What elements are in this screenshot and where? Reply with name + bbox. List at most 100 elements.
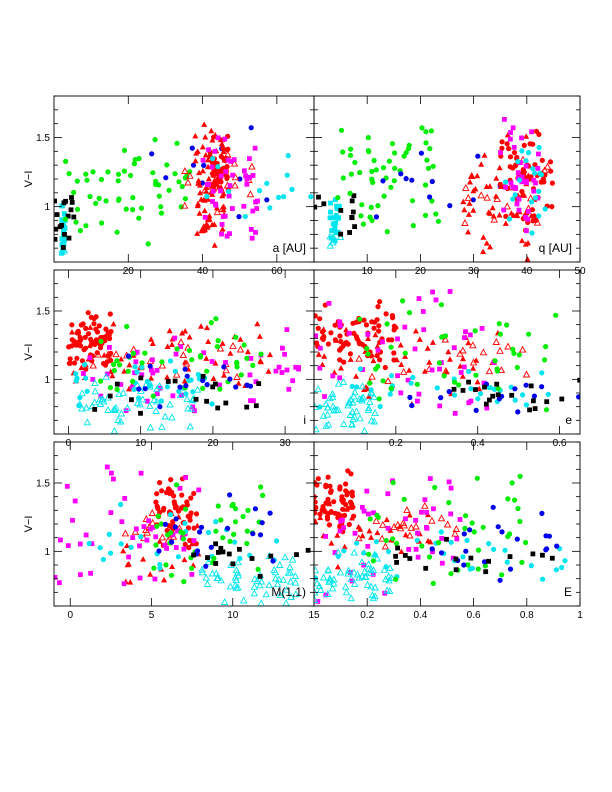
panel-M11-marks bbox=[54, 464, 311, 606]
point-green-filled-circle bbox=[543, 344, 549, 350]
point-green-filled-circle bbox=[172, 171, 178, 177]
point-cyan-open-triangle bbox=[341, 582, 350, 590]
point-red-filled-circle bbox=[503, 213, 509, 219]
point-blue-filled-circle bbox=[136, 386, 142, 392]
point-magenta-filled-square bbox=[513, 186, 519, 191]
point-red-filled-triangle bbox=[237, 336, 244, 342]
point-cyan-filled-circle bbox=[144, 378, 150, 385]
point-magenta-filled-square bbox=[81, 371, 86, 376]
point-red-filled-triangle bbox=[372, 331, 379, 338]
point-cyan-filled-circle bbox=[486, 385, 493, 391]
point-black-filled-square bbox=[69, 200, 75, 205]
point-red-filled-circle bbox=[220, 145, 226, 152]
point-red-open-triangle bbox=[441, 335, 450, 343]
point-magenta-filled-square bbox=[385, 525, 391, 531]
point-green-filled-circle bbox=[124, 323, 130, 330]
point-green-filled-circle bbox=[187, 169, 193, 175]
point-green-filled-circle bbox=[182, 506, 189, 512]
point-black-filled-square bbox=[204, 398, 209, 404]
point-green-filled-circle bbox=[338, 127, 345, 133]
point-magenta-filled-square bbox=[366, 511, 371, 517]
point-cyan-open-triangle bbox=[367, 569, 375, 577]
point-green-filled-circle bbox=[200, 385, 206, 391]
point-green-filled-circle bbox=[438, 302, 444, 308]
point-magenta-filled-square bbox=[510, 184, 516, 190]
point-black-filled-square bbox=[559, 396, 565, 402]
point-green-filled-circle bbox=[365, 135, 371, 141]
point-cyan-open-triangle bbox=[330, 406, 338, 414]
point-red-filled-triangle bbox=[460, 198, 467, 205]
point-cyan-filled-circle bbox=[466, 368, 472, 375]
point-red-filled-triangle bbox=[244, 348, 251, 355]
point-red-open-triangle bbox=[503, 202, 511, 210]
point-blue-filled-circle bbox=[446, 389, 452, 395]
point-red-open-triangle bbox=[497, 366, 506, 374]
point-magenta-filled-square bbox=[433, 297, 439, 303]
point-blue-filled-circle bbox=[490, 504, 496, 510]
point-red-filled-circle bbox=[539, 157, 545, 163]
point-cyan-filled-circle bbox=[206, 529, 212, 536]
point-magenta-filled-square bbox=[141, 524, 147, 529]
point-magenta-filled-square bbox=[181, 546, 187, 552]
point-black-filled-square bbox=[165, 379, 171, 384]
point-red-filled-triangle bbox=[199, 143, 206, 150]
point-red-filled-triangle bbox=[334, 532, 341, 538]
point-green-filled-circle bbox=[158, 210, 165, 216]
point-cyan-filled-circle bbox=[530, 166, 536, 172]
point-green-filled-circle bbox=[441, 373, 447, 379]
point-green-filled-circle bbox=[371, 157, 377, 164]
point-green-filled-circle bbox=[414, 381, 420, 387]
point-red-filled-circle bbox=[383, 311, 389, 317]
point-red-filled-triangle bbox=[460, 355, 466, 362]
point-cyan-open-triangle bbox=[350, 392, 358, 400]
point-cyan-open-triangle bbox=[96, 400, 105, 407]
point-red-filled-circle bbox=[66, 360, 72, 366]
point-magenta-filled-square bbox=[518, 160, 523, 165]
point-magenta-filled-square bbox=[252, 145, 258, 151]
point-red-filled-circle bbox=[324, 514, 331, 520]
point-cyan-filled-circle bbox=[504, 559, 510, 565]
point-red-filled-circle bbox=[159, 488, 165, 494]
point-cyan-open-triangle bbox=[104, 406, 112, 413]
point-red-filled-circle bbox=[359, 341, 365, 347]
point-black-filled-square bbox=[244, 404, 250, 410]
data-marks bbox=[54, 117, 580, 606]
point-green-filled-circle bbox=[472, 328, 478, 334]
point-blue-filled-circle bbox=[407, 394, 413, 400]
point-magenta-filled-square bbox=[395, 336, 400, 342]
point-red-filled-triangle bbox=[519, 237, 525, 244]
point-cyan-filled-square bbox=[59, 236, 65, 242]
point-green-filled-circle bbox=[87, 193, 93, 200]
point-black-filled-square bbox=[451, 386, 457, 392]
point-blue-filled-circle bbox=[236, 214, 242, 220]
point-red-open-triangle bbox=[451, 529, 459, 537]
point-green-filled-circle bbox=[244, 540, 250, 547]
point-red-filled-triangle bbox=[169, 341, 175, 347]
point-blue-filled-circle bbox=[157, 404, 163, 410]
point-green-filled-circle bbox=[180, 536, 187, 542]
point-green-filled-circle bbox=[505, 496, 511, 502]
point-green-filled-circle bbox=[103, 198, 109, 204]
point-red-open-triangle bbox=[443, 520, 452, 528]
point-red-filled-triangle bbox=[349, 515, 355, 521]
point-cyan-open-triangle bbox=[110, 405, 118, 413]
point-green-filled-circle bbox=[358, 213, 364, 219]
point-cyan-filled-circle bbox=[389, 373, 395, 379]
point-green-filled-circle bbox=[240, 513, 246, 520]
point-red-filled-circle bbox=[377, 357, 383, 363]
point-cyan-open-triangle bbox=[373, 554, 381, 562]
point-red-filled-circle bbox=[325, 341, 331, 347]
point-red-filled-circle bbox=[319, 335, 326, 341]
point-cyan-open-triangle bbox=[119, 388, 128, 396]
point-cyan-open-triangle bbox=[176, 391, 185, 399]
point-blue-filled-circle bbox=[438, 395, 444, 401]
point-cyan-open-triangle bbox=[204, 557, 213, 565]
point-green-filled-circle bbox=[63, 158, 69, 164]
point-magenta-filled-square bbox=[87, 355, 93, 361]
point-red-filled-triangle bbox=[393, 356, 400, 363]
point-green-filled-circle bbox=[204, 368, 210, 374]
point-green-filled-circle bbox=[132, 157, 138, 163]
point-green-filled-circle bbox=[523, 539, 529, 546]
point-green-filled-circle bbox=[150, 170, 156, 176]
point-green-filled-circle bbox=[383, 537, 389, 544]
